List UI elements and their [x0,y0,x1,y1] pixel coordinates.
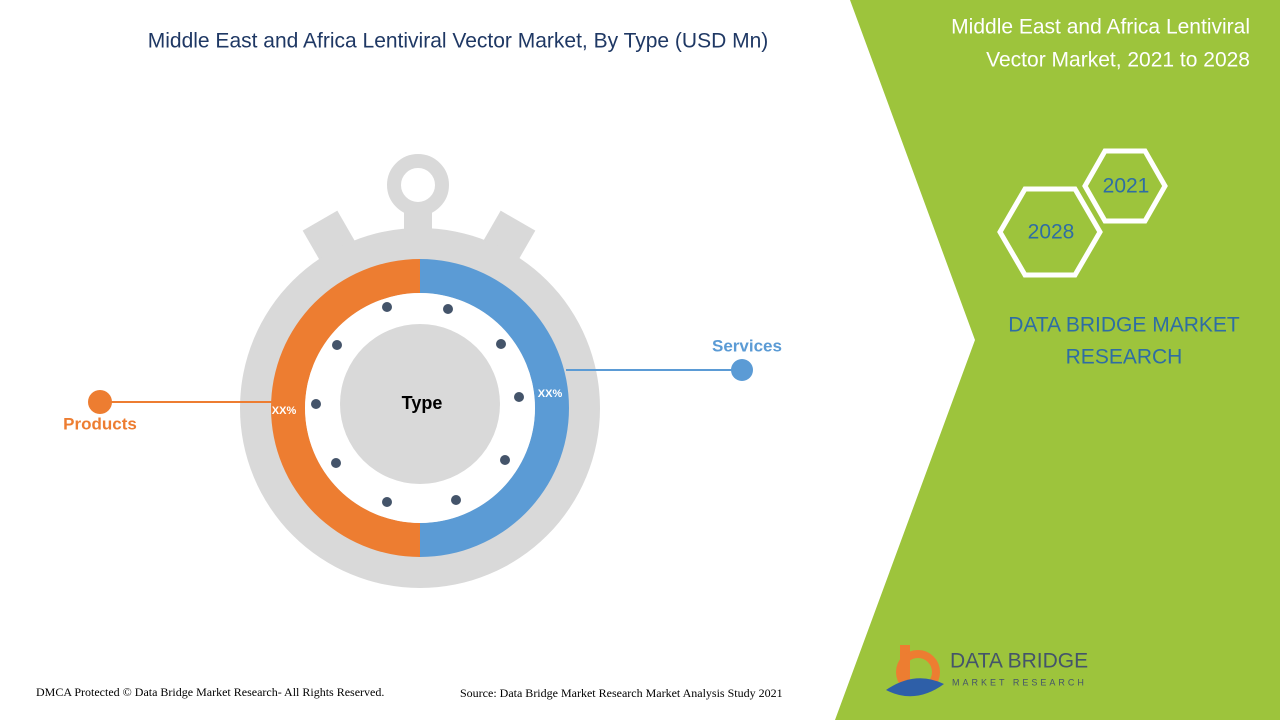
stopwatch [240,154,600,588]
value-label: XX% [272,405,297,417]
year: 2021 [1103,175,1150,198]
center-label: Type [402,393,443,413]
copyright: DMCA Protected © Data Bridge Market Rese… [36,685,384,699]
segment-services [420,259,569,557]
year: 2028 [1028,221,1075,244]
panel-title: Middle East and Africa Lentiviral [951,16,1250,39]
side-panel [835,0,1280,720]
logo [886,645,944,697]
segment-label: Services [712,336,782,355]
source: Source: Data Bridge Market Research Mark… [460,686,783,700]
marker [88,390,112,414]
hexagon [997,186,1103,278]
segment-products [271,259,420,557]
logo-tagline: MARKET RESEARCH [952,677,1087,687]
hexagon [1082,148,1168,224]
panel-title: Vector Market, 2021 to 2028 [986,49,1250,72]
value-label: XX% [538,388,563,400]
segment-label: Products [63,414,137,433]
logo-name: DATA BRIDGE [950,650,1088,673]
marker [731,359,753,381]
brand: RESEARCH [1066,346,1183,369]
brand: DATA BRIDGE MARKET [1008,314,1240,337]
title: Middle East and Africa Lentiviral Vector… [148,30,769,53]
